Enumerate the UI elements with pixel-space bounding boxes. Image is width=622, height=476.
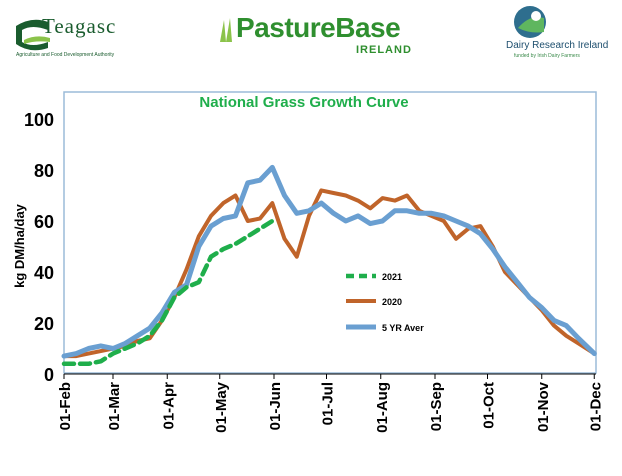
- legend-label: 5 YR Aver: [382, 323, 424, 333]
- x-tick-label: 01-Mar: [106, 382, 123, 431]
- y-tick-label: 80: [34, 161, 54, 181]
- y-tick-label: 20: [34, 314, 54, 334]
- x-axis: 01-Feb 01-Mar 01-Apr 01-May 01-Jun 01-Jul 01-A…: [57, 373, 604, 433]
- logo-bar: Teagasc Agriculture and Food Development…: [0, 0, 622, 78]
- legend-label: 2020: [382, 297, 402, 307]
- x-tick-label: 01-Dec: [587, 382, 604, 431]
- legend: 2021 2020 5 YR Aver: [346, 272, 424, 333]
- dri-wordmark: Dairy Research Ireland: [506, 40, 609, 51]
- x-tick-label: 01-Feb: [57, 382, 74, 430]
- pasturebase-logo: PastureBase IRELAND: [218, 12, 411, 60]
- y-axis-label: kg DM/ha/day: [12, 203, 27, 288]
- y-tick-label: 100: [24, 110, 54, 130]
- x-tick-label: 01-Nov: [535, 381, 552, 432]
- x-tick-label: 01-Oct: [481, 382, 498, 429]
- pasturebase-wordmark: PastureBase: [236, 12, 401, 43]
- teagasc-tagline: Agriculture and Food Development Authori…: [16, 52, 115, 58]
- chart-title: National Grass Growth Curve: [199, 94, 408, 111]
- x-tick-label: 01-Jun: [267, 382, 284, 430]
- x-tick-label: 01-Aug: [374, 382, 391, 433]
- dri-tagline: funded by Irish Dairy Farmers: [514, 53, 580, 59]
- x-tick-label: 01-Sep: [428, 382, 445, 431]
- series-lines: [61, 164, 597, 367]
- teagasc-swoosh-icon: [16, 19, 50, 51]
- cow-circle-icon: [514, 6, 546, 38]
- teagasc-logo: Teagasc Agriculture and Food Development…: [8, 8, 118, 64]
- series-line-5-yr-aver: [61, 164, 597, 359]
- teagasc-wordmark: Teagasc: [42, 14, 117, 38]
- y-tick-label: 60: [34, 212, 54, 232]
- legend-label: 2021: [382, 272, 402, 282]
- y-tick-label: 40: [34, 263, 54, 283]
- grass-icon: [220, 18, 232, 42]
- y-tick-label: 0: [44, 365, 54, 385]
- dri-logo: Dairy Research Ireland funded by Irish D…: [500, 4, 618, 64]
- y-axis: 0 20 40 60 80 100: [24, 110, 54, 385]
- x-tick-label: 01-Apr: [160, 382, 177, 430]
- x-tick-label: 01-May: [213, 381, 230, 433]
- series-line-2021: [61, 218, 275, 367]
- x-tick-label: 01-Jul: [320, 382, 337, 425]
- pasturebase-subtitle: IRELAND: [356, 44, 412, 56]
